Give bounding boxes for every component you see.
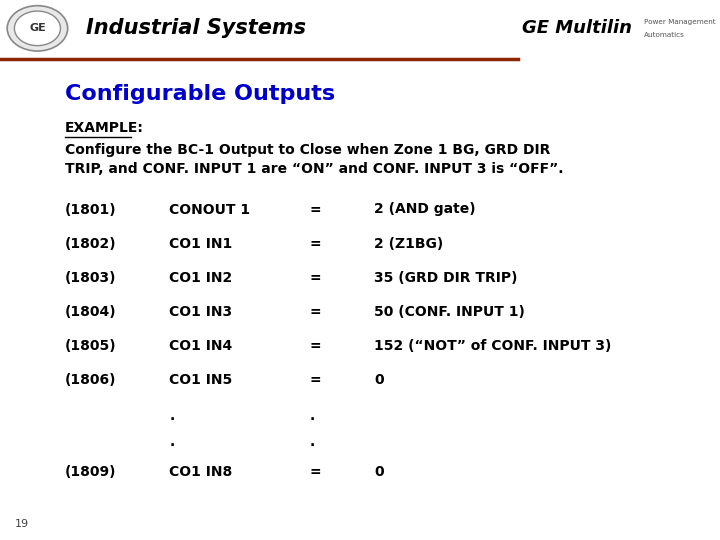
Text: =: =: [310, 339, 321, 353]
Text: 2 (AND gate): 2 (AND gate): [374, 202, 476, 217]
Text: (1804): (1804): [65, 305, 117, 319]
Text: 0: 0: [374, 465, 384, 480]
Text: =: =: [310, 271, 321, 285]
Text: =: =: [310, 202, 321, 217]
Circle shape: [14, 11, 60, 45]
Text: GE Multilin: GE Multilin: [522, 19, 632, 37]
Text: =: =: [310, 373, 321, 387]
Text: CONOUT 1: CONOUT 1: [169, 202, 251, 217]
Text: CO1 IN4: CO1 IN4: [169, 339, 233, 353]
Text: .: .: [310, 435, 315, 449]
Text: TRIP, and CONF. INPUT 1 are “ON” and CONF. INPUT 3 is “OFF”.: TRIP, and CONF. INPUT 1 are “ON” and CON…: [65, 162, 563, 176]
Text: 35 (GRD DIR TRIP): 35 (GRD DIR TRIP): [374, 271, 518, 285]
Text: 50 (CONF. INPUT 1): 50 (CONF. INPUT 1): [374, 305, 526, 319]
Text: (1806): (1806): [65, 373, 117, 387]
Text: =: =: [310, 305, 321, 319]
Text: =: =: [310, 237, 321, 251]
Text: (1803): (1803): [65, 271, 117, 285]
Text: Power Management: Power Management: [644, 19, 716, 25]
Text: CO1 IN8: CO1 IN8: [169, 465, 233, 480]
Circle shape: [7, 6, 68, 51]
Text: CO1 IN3: CO1 IN3: [169, 305, 233, 319]
Text: 152 (“NOT” of CONF. INPUT 3): 152 (“NOT” of CONF. INPUT 3): [374, 339, 612, 353]
Text: CO1 IN5: CO1 IN5: [169, 373, 233, 387]
Text: EXAMPLE:: EXAMPLE:: [65, 122, 144, 136]
Text: 19: 19: [14, 519, 29, 529]
Text: .: .: [169, 435, 174, 449]
Text: Configurable Outputs: Configurable Outputs: [65, 84, 335, 104]
Text: Configure the BC-1 Output to Close when Zone 1 BG, GRD DIR: Configure the BC-1 Output to Close when …: [65, 143, 550, 157]
Text: (1801): (1801): [65, 202, 117, 217]
Text: Automatics: Automatics: [644, 32, 685, 38]
Text: .: .: [169, 409, 174, 423]
Text: (1802): (1802): [65, 237, 117, 251]
Text: 2 (Z1BG): 2 (Z1BG): [374, 237, 444, 251]
Text: CO1 IN1: CO1 IN1: [169, 237, 233, 251]
Text: =: =: [310, 465, 321, 480]
Text: (1805): (1805): [65, 339, 117, 353]
Text: CO1 IN2: CO1 IN2: [169, 271, 233, 285]
Text: GE: GE: [29, 23, 46, 33]
Text: Industrial Systems: Industrial Systems: [86, 18, 307, 38]
Text: .: .: [310, 409, 315, 423]
Text: 0: 0: [374, 373, 384, 387]
Text: (1809): (1809): [65, 465, 117, 480]
